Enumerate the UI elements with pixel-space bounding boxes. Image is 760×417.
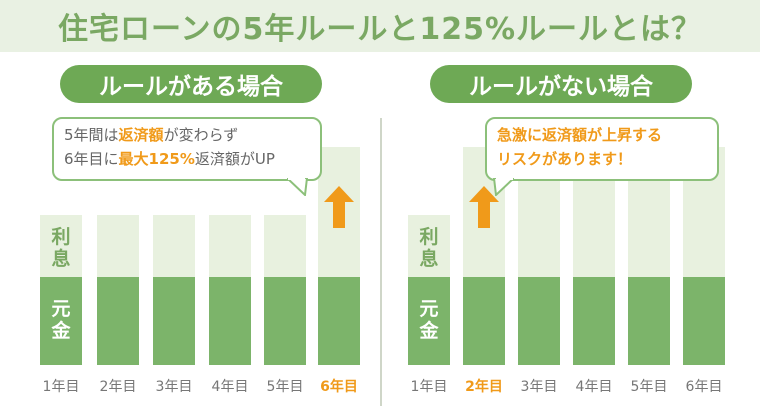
left-bubble-tail <box>287 178 309 196</box>
right-interest-label: 利 息 <box>411 226 447 270</box>
heading-with-rule: ルールがある場合 <box>60 65 322 103</box>
right-bar-5-principal <box>628 277 670 365</box>
bubble-emphasis: 返済額 <box>118 126 164 144</box>
right-bar-4-principal <box>573 277 615 365</box>
right-year-5: 5年目 <box>630 379 668 395</box>
right-bar-1-interest <box>408 215 450 277</box>
bubble-emphasis: 最大125% <box>118 150 195 168</box>
right-principal-label: 元 金 <box>411 298 447 342</box>
left-bar-3-interest <box>153 215 195 277</box>
bubble-text: が変わらず <box>163 126 239 144</box>
right-bubble-line-1: 急激に返済額が上昇する <box>497 126 663 144</box>
left-bar-1-principal <box>40 277 82 365</box>
principal-char-2: 金 <box>51 320 71 342</box>
up-arrow-icon <box>469 186 499 228</box>
bubble-text: 6年目に <box>64 150 119 168</box>
bubble-text: 返済額がUP <box>194 150 275 168</box>
left-bar-3-principal <box>153 277 195 365</box>
right-year-1: 1年目 <box>410 379 448 395</box>
right-bubble-tail <box>492 178 514 196</box>
right-year-6: 6年目 <box>685 379 723 395</box>
principal-char-1: 元 <box>51 298 71 320</box>
left-bar-2-principal <box>97 277 139 365</box>
interest-char-1: 利 <box>51 226 71 248</box>
right-year-3: 3年目 <box>520 379 558 395</box>
right-bar-1-principal <box>408 277 450 365</box>
left-principal-label: 元 金 <box>43 298 79 342</box>
heading-without-rule: ルールがない場合 <box>430 65 692 103</box>
left-bar-4-interest <box>209 215 251 277</box>
left-year-4: 4年目 <box>211 379 249 395</box>
page-title: 住宅ローンの5年ルールと125%ルールとは？ <box>57 12 703 47</box>
left-bar-5-interest <box>264 215 306 277</box>
panel-divider <box>380 118 382 406</box>
right-bar-3-principal <box>518 277 560 365</box>
up-arrow-icon <box>324 186 354 228</box>
left-year-3: 3年目 <box>155 379 193 395</box>
left-interest-label: 利 息 <box>43 226 79 270</box>
left-bubble-line-2: 6年目に最大125%返済額がUP <box>64 147 310 171</box>
right-bar-6-principal <box>683 277 725 365</box>
right-bubble-line-2: リスクがあります！ <box>497 150 633 168</box>
left-bar-2-interest <box>97 215 139 277</box>
left-year-2: 2年目 <box>99 379 137 395</box>
interest-char-2: 息 <box>419 248 439 270</box>
left-bar-1-interest <box>40 215 82 277</box>
right-year-2: 2年目 <box>465 379 503 395</box>
right-speech-bubble: 急激に返済額が上昇する リスクがあります！ <box>485 117 719 181</box>
bubble-text: 5年間は <box>64 126 119 144</box>
left-bar-6-principal <box>318 277 360 365</box>
right-year-4: 4年目 <box>575 379 613 395</box>
left-year-1: 1年目 <box>42 379 80 395</box>
left-bar-5-principal <box>264 277 306 365</box>
left-speech-bubble: 5年間は返済額が変わらず 6年目に最大125%返済額がUP <box>52 117 322 181</box>
title-band: 住宅ローンの5年ルールと125%ルールとは？ <box>0 0 760 52</box>
left-year-5: 5年目 <box>266 379 304 395</box>
principal-char-1: 元 <box>419 298 439 320</box>
left-year-6: 6年目 <box>320 379 358 395</box>
left-bar-4-principal <box>209 277 251 365</box>
right-bar-2-principal <box>463 277 505 365</box>
interest-char-1: 利 <box>419 226 439 248</box>
left-bubble-line-1: 5年間は返済額が変わらず <box>64 123 310 147</box>
interest-char-2: 息 <box>51 248 71 270</box>
principal-char-2: 金 <box>419 320 439 342</box>
